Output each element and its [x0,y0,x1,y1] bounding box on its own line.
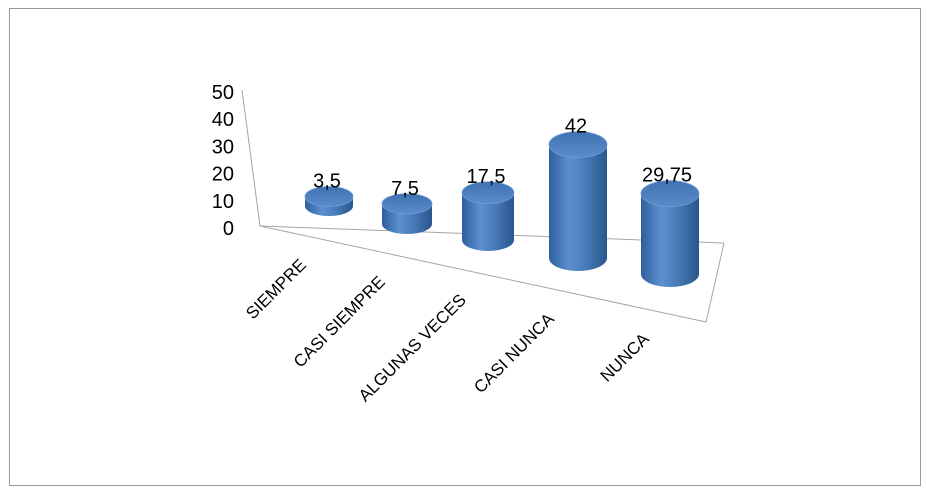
floor-front-edge [259,225,707,323]
x-category-label: NUNCA [597,329,654,386]
x-category-label: CASI NUNCA [470,309,558,397]
data-label: 29,75 [642,165,692,187]
data-label: 42 [565,116,587,138]
bar-body [549,144,607,271]
bar-siempre [304,186,354,216]
x-category-label: CASI SIEMPRE [290,272,389,371]
bar-body [462,192,514,251]
bar-casi-siempre [381,193,433,234]
y-tick-label: 30 [212,136,234,158]
data-label: 17,5 [467,166,506,188]
y-tick-label: 0 [223,218,234,240]
data-labels: 3,5 7,5 17,5 42 29,75 [313,116,692,200]
x-category-label: SIEMPRE [242,255,310,323]
chart-frame [9,8,921,486]
bar-top [381,193,433,215]
bar-top [461,181,515,205]
data-label: 7,5 [391,178,419,200]
floor-right-edge [705,242,725,323]
bar-top [640,180,700,208]
y-tick-label: 40 [212,109,234,131]
y-tick-label: 50 [212,82,234,104]
bar-nunca [640,180,700,287]
y-tick-label: 20 [212,164,234,186]
y-axis: 0 10 20 30 40 50 [212,82,234,240]
bar-top [304,186,354,207]
bars [304,131,700,287]
x-category-label: ALGUNAS VECES [355,290,470,405]
back-wall-left-edge [241,89,261,227]
bar-body [641,193,699,287]
bar-casi-nunca [548,131,608,271]
bar-top [548,131,608,159]
y-tick-label: 10 [212,191,234,213]
data-label: 3,5 [313,171,341,193]
bar-algunas-veces [461,181,515,251]
